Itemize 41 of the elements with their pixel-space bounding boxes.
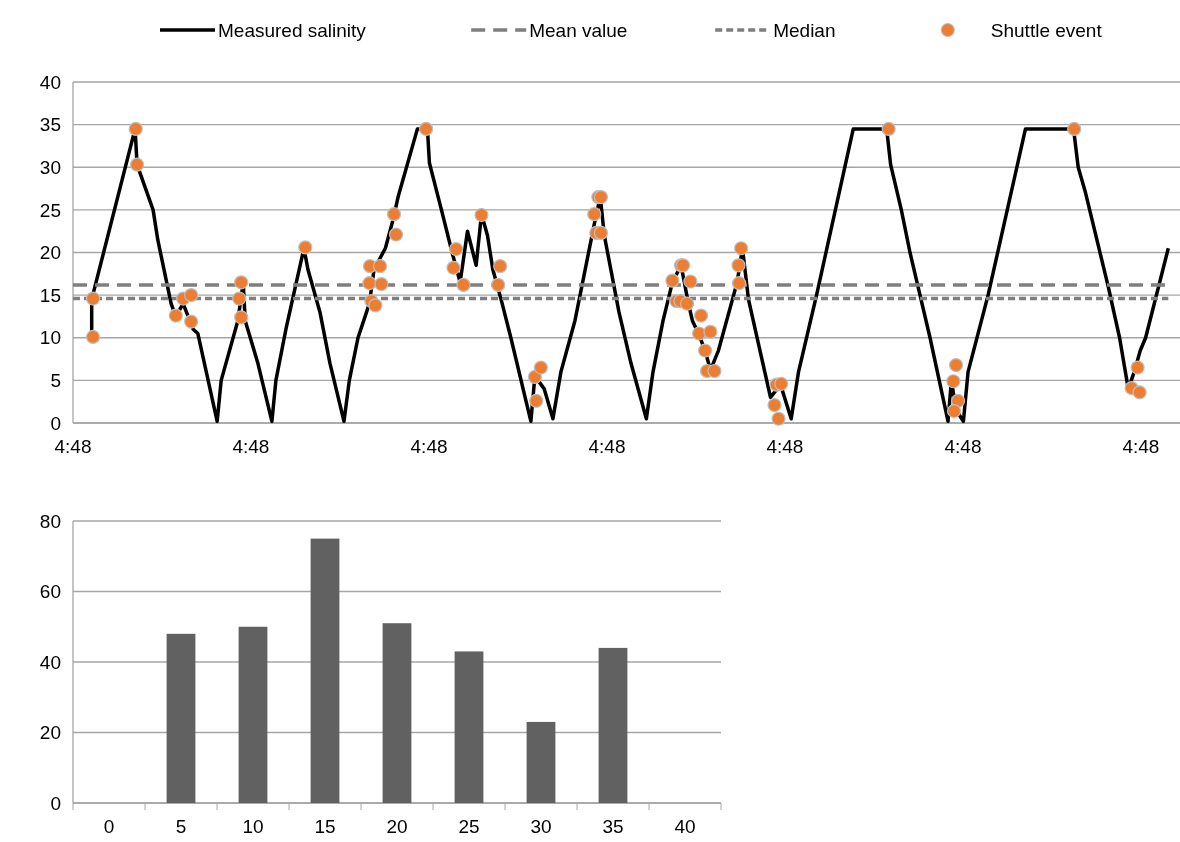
y-tick-label: 0	[50, 412, 61, 434]
y-tick-label: 0	[50, 792, 61, 814]
bar	[166, 633, 196, 803]
legend-label: Measured salinity	[218, 19, 367, 41]
x-tick-label: 0	[103, 816, 115, 837]
y-tick-label: 35	[39, 114, 61, 136]
bar	[310, 538, 340, 803]
y-tick-label: 25	[39, 199, 61, 221]
x-tick-label: 4:48	[944, 436, 982, 457]
legend-label: Shuttle event	[990, 19, 1103, 41]
x-tick-label: 4:48	[410, 436, 448, 457]
y-tick-label: 20	[39, 722, 61, 744]
x-tick-label: 20	[386, 816, 408, 837]
x-tick-label: 10	[242, 816, 264, 837]
y-tick-label: 30	[39, 156, 61, 178]
y-tick-label: 15	[39, 284, 61, 306]
y-tick-label: 40	[39, 651, 61, 673]
x-tick-label: 25	[458, 816, 480, 837]
bar	[238, 626, 268, 803]
bar	[526, 721, 556, 803]
x-tick-label: 15	[314, 816, 336, 837]
x-tick-label: 5	[175, 816, 187, 837]
y-tick-label: 40	[39, 71, 61, 93]
x-tick-label: 4:48	[54, 436, 92, 457]
bar	[382, 623, 412, 803]
legend-label: Median	[773, 19, 836, 41]
y-tick-label: 20	[39, 242, 61, 264]
bar	[598, 647, 628, 803]
y-tick-label: 80	[39, 510, 61, 532]
x-tick-label: 4:48	[766, 436, 804, 457]
x-tick-label: 4:48	[588, 436, 626, 457]
legend-label: Mean value	[529, 19, 628, 41]
x-tick-label: 40	[674, 816, 696, 837]
y-tick-label: 5	[50, 370, 61, 392]
x-tick-label: 4:48	[232, 436, 270, 457]
x-tick-label: 4:48	[1122, 436, 1160, 457]
bar	[454, 651, 484, 803]
y-tick-label: 60	[39, 581, 61, 603]
x-tick-label: 35	[602, 816, 624, 837]
y-tick-label: 10	[39, 327, 61, 349]
x-tick-label: 30	[530, 816, 552, 837]
